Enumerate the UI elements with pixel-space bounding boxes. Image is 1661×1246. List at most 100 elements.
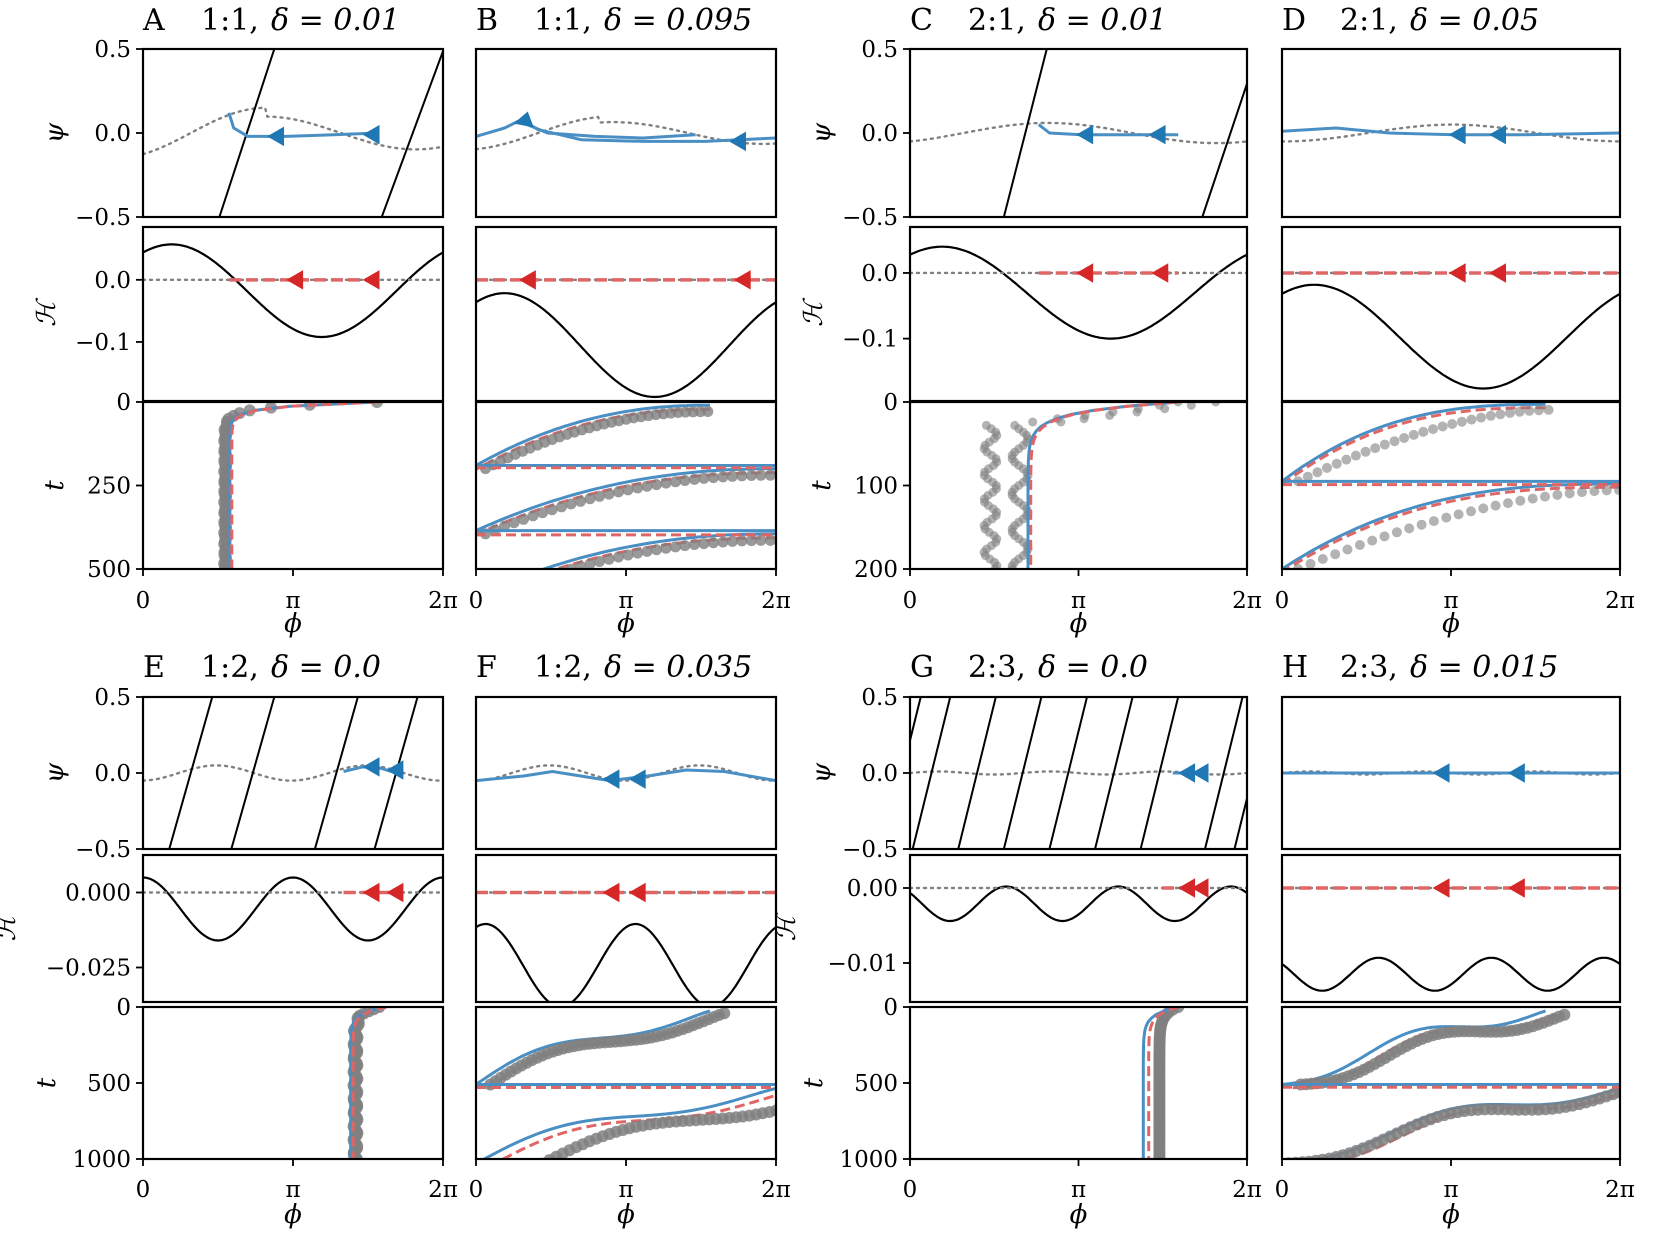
h-axis-label: ℋ xyxy=(799,297,829,327)
t-data-point xyxy=(1428,516,1439,527)
panel-delta: δ = 0.035 xyxy=(604,650,752,685)
trajectory-arrow xyxy=(286,270,304,290)
panel-delta: δ = 0.05 xyxy=(1410,3,1539,38)
x-tick-label: 0 xyxy=(469,588,484,614)
y-tick-label: 200 xyxy=(854,557,898,583)
t-axis-label: t xyxy=(807,480,837,491)
panel-letter: H xyxy=(1282,650,1308,685)
trajectory-arrow xyxy=(362,124,380,145)
t-data-point xyxy=(537,572,548,583)
trajectory-arrow xyxy=(1432,763,1450,783)
psi-trajectory-blue xyxy=(518,119,696,140)
t-trajectory-blue xyxy=(1282,1009,1547,1086)
panel-ratio: 1:2, xyxy=(201,650,259,685)
x-tick-label: 0 xyxy=(1275,588,1290,614)
t-plot-G xyxy=(1141,1007,1185,1159)
y-tick-label: −0.1 xyxy=(75,330,131,356)
t-data-point xyxy=(707,537,719,549)
h-plot-F xyxy=(476,890,776,1002)
psi-axis-label: ψ xyxy=(807,122,837,143)
t-data-point xyxy=(1302,471,1313,482)
trajectory-arrow xyxy=(1191,878,1209,898)
panel-ratio: 2:3, xyxy=(968,650,1026,685)
trajectory-arrow xyxy=(386,882,404,903)
panel-letter: E xyxy=(143,650,165,685)
t-data-point xyxy=(1028,417,1038,427)
psi-trajectory-line xyxy=(1233,794,1247,849)
t-data-point xyxy=(1408,429,1419,440)
trajectory-arrow xyxy=(1448,124,1466,145)
y-tick-label: 500 xyxy=(854,1071,898,1097)
x-axis-label: ϕ xyxy=(617,1200,635,1230)
t-trajectory-blue xyxy=(1282,402,1546,483)
t-data-point xyxy=(1160,404,1170,414)
psi-nullcline xyxy=(1282,123,1620,143)
t-data-point xyxy=(594,556,605,567)
trajectory-arrow xyxy=(628,882,646,903)
panel-delta: δ = 0.095 xyxy=(604,3,752,38)
t-data-point xyxy=(688,539,700,550)
h-axes-F xyxy=(474,853,778,1004)
y-tick-label: 0 xyxy=(883,995,898,1021)
t-data-point xyxy=(1211,402,1221,407)
t-data-point xyxy=(603,553,615,565)
y-tick-label: −0.5 xyxy=(842,205,898,231)
t-data-point xyxy=(990,564,1000,569)
x-tick-label: 0 xyxy=(136,1177,151,1203)
psi-plot-B xyxy=(476,115,776,151)
t-data-point xyxy=(509,582,520,593)
psi-trajectory-line xyxy=(1002,49,1048,217)
t-data-point xyxy=(823,1089,835,1101)
psi-plot-G xyxy=(910,697,1247,849)
t-data-point xyxy=(1331,458,1342,469)
t-data-point xyxy=(797,1097,809,1109)
psi-axes-H xyxy=(1280,695,1622,851)
y-tick-label: 0 xyxy=(116,390,131,416)
t-trajectory-blue xyxy=(1141,1007,1179,1159)
psi-trajectory-line xyxy=(1094,697,1134,849)
t-data-point xyxy=(1404,523,1415,534)
psi-trajectory-line xyxy=(1201,80,1247,217)
t-data-point xyxy=(1478,503,1489,514)
t-data-point xyxy=(726,470,738,482)
t-data-point xyxy=(622,549,634,561)
t-trajectory-blue xyxy=(1282,482,1620,569)
trajectory-arrow xyxy=(1076,263,1094,283)
trajectory-arrow xyxy=(602,882,620,903)
x-tick-label: π xyxy=(285,1177,300,1203)
t-data-point xyxy=(528,576,539,587)
t-data-point xyxy=(1577,487,1587,498)
y-tick-label: 0.5 xyxy=(94,685,131,711)
t-data-point xyxy=(1330,549,1341,560)
t-data-point xyxy=(1456,416,1467,427)
t-data-point xyxy=(1317,554,1328,564)
y-tick-label: −0.025 xyxy=(46,956,131,982)
psi-nullcline xyxy=(910,121,1247,145)
t-data-point xyxy=(1543,404,1554,415)
h-plot-C xyxy=(910,245,1247,340)
t-data-point xyxy=(698,472,710,484)
x-tick-label: π xyxy=(1443,588,1458,614)
t-data-point xyxy=(1447,419,1458,429)
h-axes-B xyxy=(474,225,778,403)
trajectory-arrow xyxy=(628,769,646,789)
x-tick-label: 2π xyxy=(1232,1177,1262,1203)
t-data-point xyxy=(1391,527,1402,538)
psi-axis-label: ψ xyxy=(40,122,70,143)
panel-title-C: C 2:1, δ = 0.01 xyxy=(910,3,1167,38)
panel-ratio: 2:1, xyxy=(1340,3,1398,38)
t-data-point xyxy=(679,540,691,552)
t-data-point xyxy=(1186,402,1196,410)
panel-title-A: A 1:1, δ = 0.01 xyxy=(142,3,400,38)
h-energy-curve xyxy=(476,922,776,1002)
panel-letter: G xyxy=(910,650,934,685)
t-axis-label: t xyxy=(799,1077,829,1088)
y-tick-label: 0.000 xyxy=(65,881,131,907)
h-plot-D xyxy=(1282,271,1620,390)
t-data-point xyxy=(613,551,624,563)
psi-axis-label: ψ xyxy=(40,762,70,783)
t-data-point xyxy=(651,479,662,491)
t-data-point xyxy=(1416,519,1427,530)
t-data-point xyxy=(803,1095,815,1107)
